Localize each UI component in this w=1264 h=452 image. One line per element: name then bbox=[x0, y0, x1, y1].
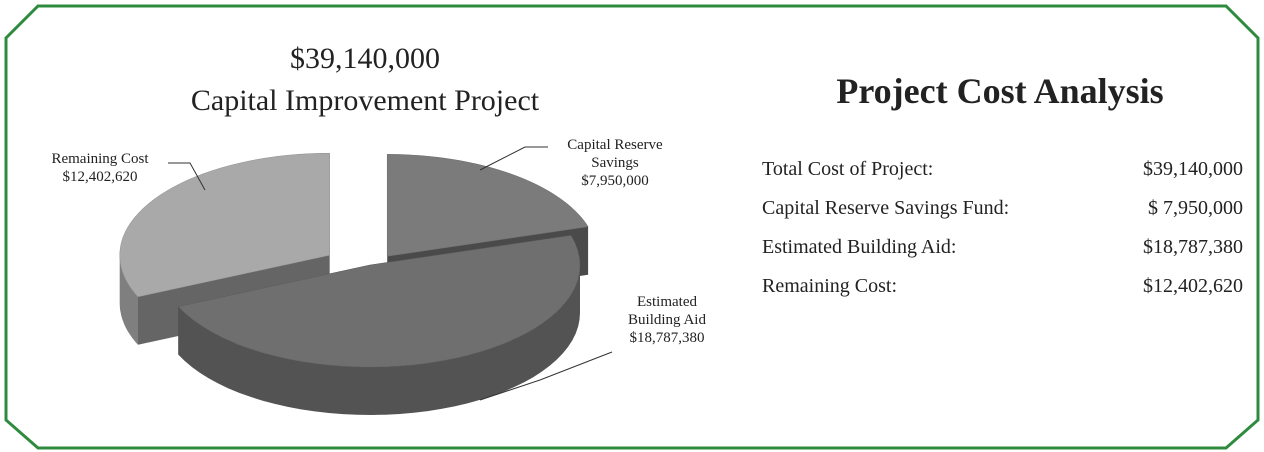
leader-line bbox=[479, 146, 548, 171]
panel-title: Project Cost Analysis bbox=[836, 71, 1164, 111]
label-name: Remaining Cost bbox=[51, 151, 149, 167]
slice bbox=[119, 152, 330, 298]
data-label: Capital Reserve Savings $7,950,000 bbox=[550, 136, 680, 190]
label-value: $7,950,000 bbox=[581, 173, 649, 189]
slice-side bbox=[119, 255, 138, 345]
frame bbox=[4, 4, 1260, 450]
row-label: Estimated Building Aid: bbox=[762, 236, 957, 258]
label-value: $18,787,380 bbox=[629, 330, 705, 346]
slice-side bbox=[178, 265, 581, 415]
row-value: $12,402,620 bbox=[1143, 275, 1243, 297]
row-label: Capital Reserve Savings Fund: bbox=[762, 197, 1010, 219]
row-value: $39,140,000 bbox=[1143, 158, 1243, 180]
row-label: Remaining Cost: bbox=[762, 275, 897, 297]
slice bbox=[177, 235, 581, 368]
row-label: Total Cost of Project: bbox=[762, 158, 934, 180]
data-label: Remaining Cost $12,402,620 bbox=[30, 150, 170, 186]
label-name: Estimated Building Aid bbox=[628, 294, 706, 328]
label-name: Capital Reserve Savings bbox=[567, 137, 663, 171]
pie bbox=[119, 152, 589, 415]
slice bbox=[386, 154, 589, 257]
label-value: $12,402,620 bbox=[62, 169, 138, 185]
chart-title: $39,140,000 bbox=[290, 42, 440, 75]
leader-line bbox=[479, 351, 613, 401]
row-value: $18,787,380 bbox=[1143, 236, 1243, 258]
chart-subtitle: Capital Improvement Project bbox=[190, 84, 540, 117]
leader-line bbox=[168, 162, 206, 191]
data-label: Estimated Building Aid $18,787,380 bbox=[612, 293, 722, 347]
row-value: $ 7,950,000 bbox=[1148, 197, 1243, 219]
